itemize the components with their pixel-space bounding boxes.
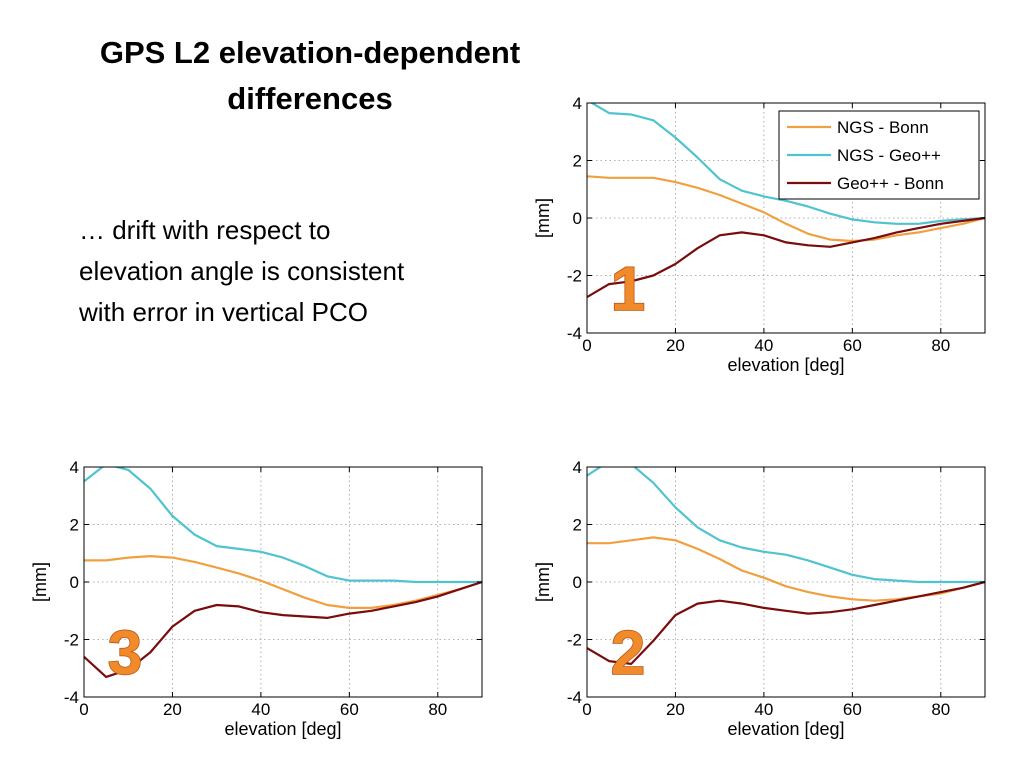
- y-tick-label: 0: [573, 573, 582, 592]
- x-tick-label: 20: [163, 700, 182, 719]
- slide-title-line: GPS L2 elevation-dependent: [99, 35, 521, 70]
- x-tick-label: 20: [666, 336, 685, 355]
- series-group: [587, 103, 985, 299]
- slide-title: GPS L2 elevation-dependent differences: [40, 30, 580, 122]
- series-line-ngs-geo-: [587, 467, 985, 584]
- series-line-ngs-geo-: [589, 103, 985, 225]
- series-group: [84, 467, 482, 679]
- y-tick-label: 2: [573, 516, 582, 535]
- x-axis-label: elevation [deg]: [727, 719, 844, 739]
- y-tick-label: -4: [64, 688, 79, 707]
- series-line-geo-bonn: [587, 580, 985, 666]
- y-axis-label: [mm]: [30, 562, 50, 602]
- y-tick-label: -4: [567, 324, 582, 343]
- legend-label: Geo++ - Bonn: [837, 174, 944, 193]
- y-axis-label: [mm]: [533, 562, 553, 602]
- y-tick-label: 0: [70, 573, 79, 592]
- chart-number-badge: 3: [108, 619, 142, 688]
- series-line-geo-bonn: [84, 580, 482, 679]
- series-line-ngs-geo-: [84, 467, 482, 584]
- y-tick-label: -4: [567, 688, 582, 707]
- y-tick-label: -2: [64, 631, 79, 650]
- slide-body-text: … drift with respect to elevation angle …: [79, 210, 519, 333]
- x-tick-label: 0: [582, 336, 591, 355]
- y-tick-label: 2: [573, 152, 582, 171]
- slide-title-line: differences: [227, 81, 393, 116]
- legend-label: NGS - Geo++: [837, 146, 941, 165]
- y-tick-label: 4: [70, 458, 79, 477]
- y-tick-label: 4: [573, 458, 582, 477]
- x-axis-label: elevation [deg]: [727, 355, 844, 375]
- series-line-ngs-bonn: [84, 554, 482, 610]
- x-tick-label: 80: [428, 700, 447, 719]
- x-tick-label: 80: [931, 700, 950, 719]
- x-tick-label: 60: [843, 336, 862, 355]
- y-tick-label: 2: [70, 516, 79, 535]
- series-line-geo-bonn: [587, 216, 985, 299]
- x-tick-label: 0: [79, 700, 88, 719]
- y-tick-label: 4: [573, 94, 582, 113]
- body-text-line: with error in vertical PCO: [79, 297, 368, 327]
- x-tick-label: 40: [754, 336, 773, 355]
- series-line-ngs-bonn: [587, 175, 985, 243]
- x-tick-label: 60: [843, 700, 862, 719]
- x-tick-label: 0: [582, 700, 591, 719]
- y-tick-label: 0: [573, 209, 582, 228]
- x-axis-label: elevation [deg]: [224, 719, 341, 739]
- y-tick-label: -2: [567, 267, 582, 286]
- legend-label: NGS - Bonn: [837, 118, 929, 137]
- x-tick-label: 40: [754, 700, 773, 719]
- x-tick-label: 60: [340, 700, 359, 719]
- legend: NGS - Bonn NGS - Geo++ Geo++ - Bonn: [778, 110, 980, 200]
- y-axis-label: [mm]: [533, 198, 553, 238]
- x-tick-label: 80: [931, 336, 950, 355]
- chart-number-badge: 2: [611, 619, 645, 688]
- x-tick-label: 20: [666, 700, 685, 719]
- x-tick-label: 40: [251, 700, 270, 719]
- chart-number-badge: 1: [611, 255, 645, 324]
- series-group: [587, 467, 985, 666]
- body-text-line: … drift with respect to: [79, 215, 331, 245]
- body-text-line: elevation angle is consistent: [79, 256, 405, 286]
- y-tick-label: -2: [567, 631, 582, 650]
